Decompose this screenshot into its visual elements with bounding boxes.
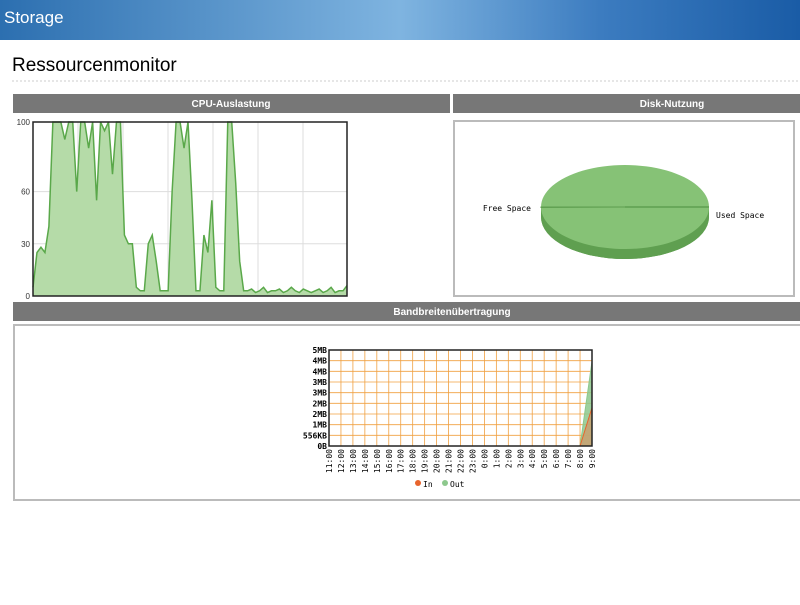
pie-label: Used Space [716, 211, 764, 220]
y-tick-label: 4MB [313, 367, 328, 376]
x-tick-label: 1:00 [492, 449, 501, 468]
x-tick-label: 8:00 [576, 449, 585, 468]
y-tick-label: 60 [21, 188, 30, 197]
x-tick-label: 5:00 [540, 449, 549, 468]
x-tick-label: 9:00 [588, 449, 597, 468]
y-tick-label: 1MB [313, 421, 328, 430]
y-tick-label: 556KB [303, 431, 327, 440]
x-tick-label: 2:00 [504, 449, 513, 468]
x-tick-label: 23:00 [468, 449, 477, 473]
panel-header [13, 94, 450, 113]
header-title: Storage [4, 8, 64, 27]
x-tick-label: 17:00 [397, 449, 406, 473]
x-tick-label: 18:00 [409, 449, 418, 473]
legend-marker [442, 480, 448, 486]
panel-title: Disk-Nutzung [640, 99, 704, 110]
x-tick-label: 22:00 [457, 449, 466, 473]
y-tick-label: 2MB [313, 399, 328, 408]
y-tick-label: 30 [21, 240, 30, 249]
x-tick-label: 16:00 [385, 449, 394, 473]
y-tick-label: 3MB [313, 378, 328, 387]
y-tick-label: 0 [26, 292, 31, 301]
pie-label: Free Space [483, 204, 531, 213]
x-tick-label: 21:00 [445, 449, 454, 473]
page-title: Ressourcenmonitor [12, 55, 177, 76]
cpu-line [32, 121, 348, 294]
y-tick-label: 100 [17, 118, 31, 127]
bandwidth-chart: 11:00 12:00 13:00 14:00 15:00 16:00 17:00 18:00… [303, 346, 597, 489]
y-tick-label: 2MB [313, 410, 328, 419]
x-tick-label: 19:00 [421, 449, 430, 473]
x-tick-label: 14:00 [361, 449, 370, 473]
plot-frame [328, 349, 593, 447]
legend-label: Out [450, 480, 465, 489]
x-tick-label: 4:00 [528, 449, 537, 468]
x-tick-label: 7:00 [564, 449, 573, 468]
x-tick-label: 0:00 [480, 449, 489, 468]
plot-frame [32, 121, 348, 297]
cpu-chart: 0 30 60 100 [17, 118, 348, 301]
panel-box [13, 324, 800, 501]
panel-title: CPU-Auslastung [192, 99, 271, 110]
legend-marker [415, 480, 421, 486]
legend-label: In [423, 480, 433, 489]
x-tick-label: 11:00 [325, 449, 334, 473]
y-tick-label: 3MB [313, 389, 328, 398]
panel-title: Bandbreitenübertragung [393, 307, 510, 318]
x-tick-label: 15:00 [373, 449, 382, 473]
disk-chart: Free Space Used Space [483, 164, 764, 259]
x-tick-label: 12:00 [337, 449, 346, 473]
panel-header [453, 94, 800, 113]
x-tick-label: 20:00 [433, 449, 442, 473]
y-tick-label: 4MB [313, 357, 328, 366]
header-bar [0, 0, 800, 40]
y-tick-label: 5MB [313, 346, 328, 355]
x-tick-label: 3:00 [516, 449, 525, 468]
panel-header [13, 302, 800, 321]
pie-slice [540, 206, 626, 209]
x-tick-label: 6:00 [552, 449, 561, 468]
x-tick-label: 13:00 [349, 449, 358, 473]
y-tick-label: 0B [317, 442, 327, 451]
